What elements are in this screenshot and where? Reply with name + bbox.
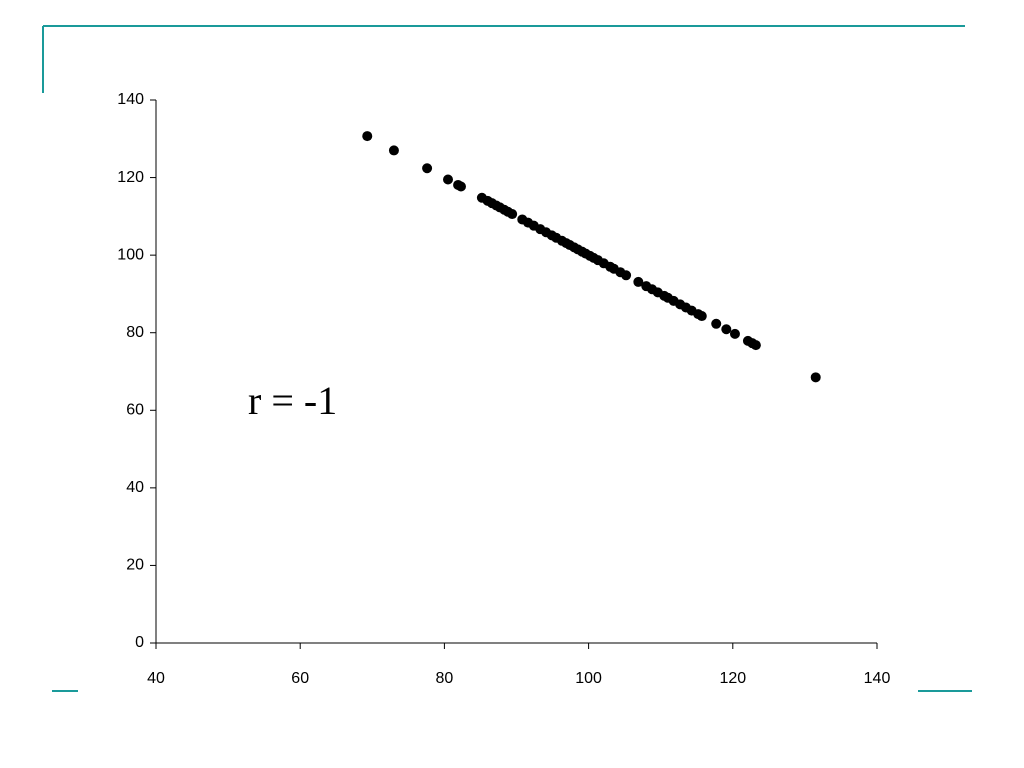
y-tick-label: 100 xyxy=(117,246,144,263)
point xyxy=(422,163,433,174)
x-tick-label: 100 xyxy=(575,670,602,687)
y-tick-label: 20 xyxy=(126,557,144,574)
x-tick-label: 140 xyxy=(864,670,891,687)
x-tick-label: 80 xyxy=(436,670,454,687)
point xyxy=(388,145,399,156)
y-tick-label: 140 xyxy=(117,91,144,108)
point xyxy=(696,311,707,322)
x-tick-label: 40 xyxy=(147,670,165,687)
point xyxy=(633,276,644,287)
slide-decoration xyxy=(42,25,972,692)
point xyxy=(455,181,466,192)
y-tick-label: 80 xyxy=(126,324,144,341)
point xyxy=(507,209,518,220)
x-tick-label: 60 xyxy=(291,670,309,687)
y-tick-label: 120 xyxy=(117,169,144,186)
y-tick-label: 0 xyxy=(135,634,144,651)
point xyxy=(362,131,373,142)
point xyxy=(443,174,454,185)
point xyxy=(729,328,740,339)
y-tick-label: 40 xyxy=(126,479,144,496)
point xyxy=(810,372,821,383)
point xyxy=(711,318,722,329)
annotation: r = -1 xyxy=(248,378,337,423)
point xyxy=(621,270,632,281)
point xyxy=(750,340,761,351)
x-tick-label: 120 xyxy=(719,670,746,687)
point xyxy=(721,324,732,335)
y-tick-label: 60 xyxy=(126,402,144,419)
